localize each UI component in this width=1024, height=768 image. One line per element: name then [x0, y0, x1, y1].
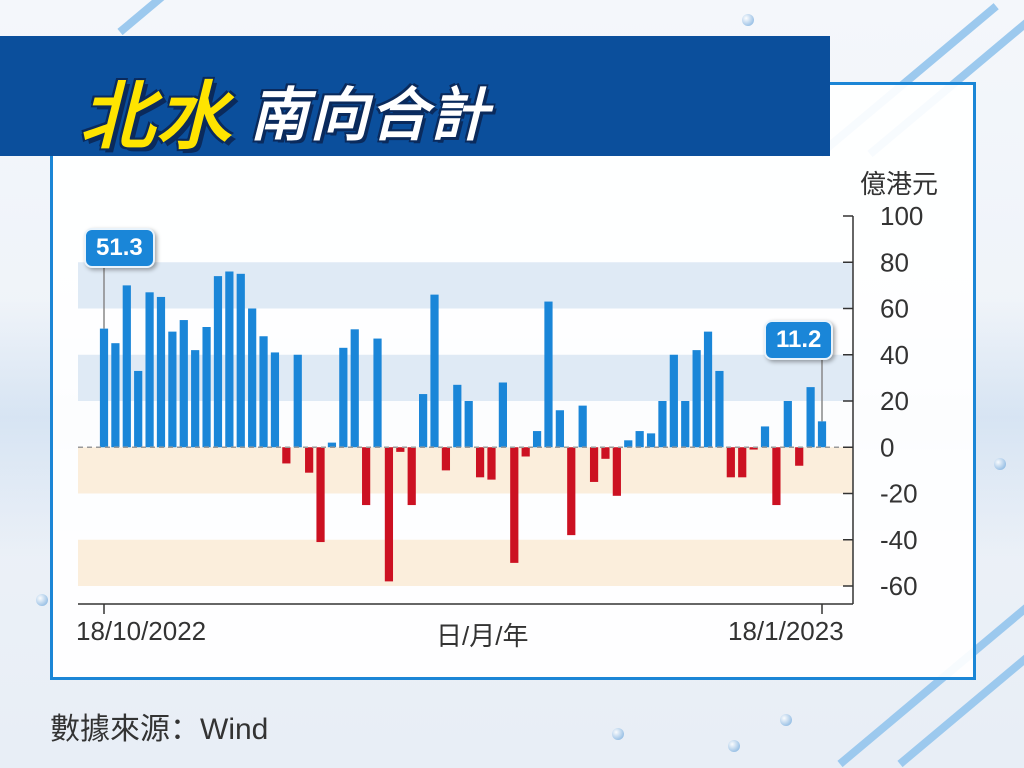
bar — [532, 431, 542, 448]
y-tick-label: 0 — [880, 432, 894, 462]
bar — [396, 447, 405, 452]
bar — [555, 410, 564, 448]
bar — [407, 447, 416, 506]
bar — [293, 354, 302, 448]
bar — [236, 273, 245, 448]
bar — [156, 296, 166, 448]
data-callout-last: 11.2 — [764, 320, 834, 360]
bar — [521, 447, 530, 457]
bar — [191, 350, 200, 448]
y-tick-label: 40 — [880, 340, 909, 370]
bar — [350, 329, 359, 448]
bar — [544, 301, 553, 448]
bar — [669, 354, 678, 448]
bar — [760, 426, 770, 448]
bar — [783, 401, 792, 448]
y-tick-label: 100 — [880, 201, 923, 231]
chart-band — [78, 539, 853, 586]
water-drop-icon — [36, 594, 48, 606]
bar — [703, 331, 713, 448]
bar — [384, 447, 394, 582]
chart-band — [78, 447, 853, 494]
bar — [168, 331, 177, 448]
bar — [453, 384, 462, 448]
bar — [510, 447, 519, 563]
bar — [225, 271, 234, 448]
y-tick-label: 20 — [880, 386, 909, 416]
y-tick-label: 60 — [880, 294, 909, 324]
bar — [658, 401, 667, 448]
bar — [464, 401, 473, 448]
bar — [487, 447, 496, 480]
bar — [795, 447, 804, 466]
water-drop-icon — [994, 458, 1006, 470]
bar — [259, 336, 268, 448]
bar — [681, 401, 690, 448]
bar — [772, 447, 781, 506]
title-main: 北水 — [80, 74, 232, 158]
bar — [373, 338, 382, 448]
bar — [738, 447, 747, 478]
bar — [145, 292, 154, 448]
water-drop-icon — [728, 740, 740, 752]
chart-band — [78, 262, 853, 309]
bar — [316, 447, 325, 543]
bar — [270, 352, 280, 448]
bar — [578, 405, 587, 448]
bar — [99, 328, 109, 448]
bar — [589, 447, 599, 482]
bar — [305, 447, 314, 473]
water-drop-icon — [780, 714, 792, 726]
bar — [646, 433, 656, 448]
title-sub: 南向合計 — [250, 83, 491, 148]
page-title: 北水 南向合計 — [80, 60, 490, 160]
y-tick-label: -20 — [880, 479, 918, 509]
title-banner — [0, 36, 830, 156]
bar — [339, 347, 348, 448]
bar — [248, 308, 257, 448]
y-tick-label: 80 — [880, 247, 909, 277]
bar — [715, 370, 724, 448]
bar — [134, 370, 143, 448]
bar — [498, 382, 507, 448]
x-start-label: 18/10/2022 — [76, 616, 207, 646]
x-axis-label: 日/月/年 — [436, 621, 529, 651]
bar — [179, 320, 188, 448]
bar — [726, 447, 735, 478]
bar — [362, 447, 371, 506]
bar — [430, 294, 439, 448]
y-tick-label: -40 — [880, 525, 918, 555]
bar — [567, 447, 576, 536]
water-drop-icon — [612, 728, 624, 740]
y-axis-unit-label: 億港元 — [860, 169, 939, 199]
bar — [612, 447, 621, 496]
water-drop-icon — [742, 14, 754, 26]
bar — [601, 447, 610, 459]
bar — [806, 387, 815, 448]
bar — [282, 447, 291, 464]
bar — [122, 285, 131, 448]
y-tick-label: -60 — [880, 571, 918, 601]
bar — [419, 394, 428, 448]
data-callout-first: 51.3 — [84, 228, 155, 268]
bar — [692, 350, 701, 448]
data-source: 數據來源：Wind — [50, 713, 269, 746]
bar — [624, 440, 633, 448]
bar — [635, 431, 644, 448]
bar — [817, 421, 827, 448]
bar — [111, 343, 120, 448]
bar — [441, 447, 451, 471]
bar — [749, 447, 758, 450]
bar — [475, 447, 485, 478]
bar — [213, 276, 223, 448]
x-end-label: 18/1/2023 — [728, 616, 844, 646]
bar — [202, 327, 211, 448]
bar — [327, 442, 337, 448]
